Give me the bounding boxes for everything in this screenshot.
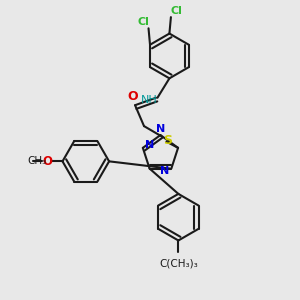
Text: CH₃: CH₃ xyxy=(27,156,46,166)
Text: N: N xyxy=(145,140,154,151)
Text: C(CH₃)₃: C(CH₃)₃ xyxy=(159,259,198,269)
Text: Cl: Cl xyxy=(170,5,182,16)
Text: S: S xyxy=(164,134,172,147)
Text: Cl: Cl xyxy=(137,17,149,27)
Text: O: O xyxy=(42,154,52,167)
Text: N: N xyxy=(156,124,165,134)
Text: NH: NH xyxy=(141,95,158,105)
Text: N: N xyxy=(160,166,170,176)
Text: O: O xyxy=(128,90,138,103)
